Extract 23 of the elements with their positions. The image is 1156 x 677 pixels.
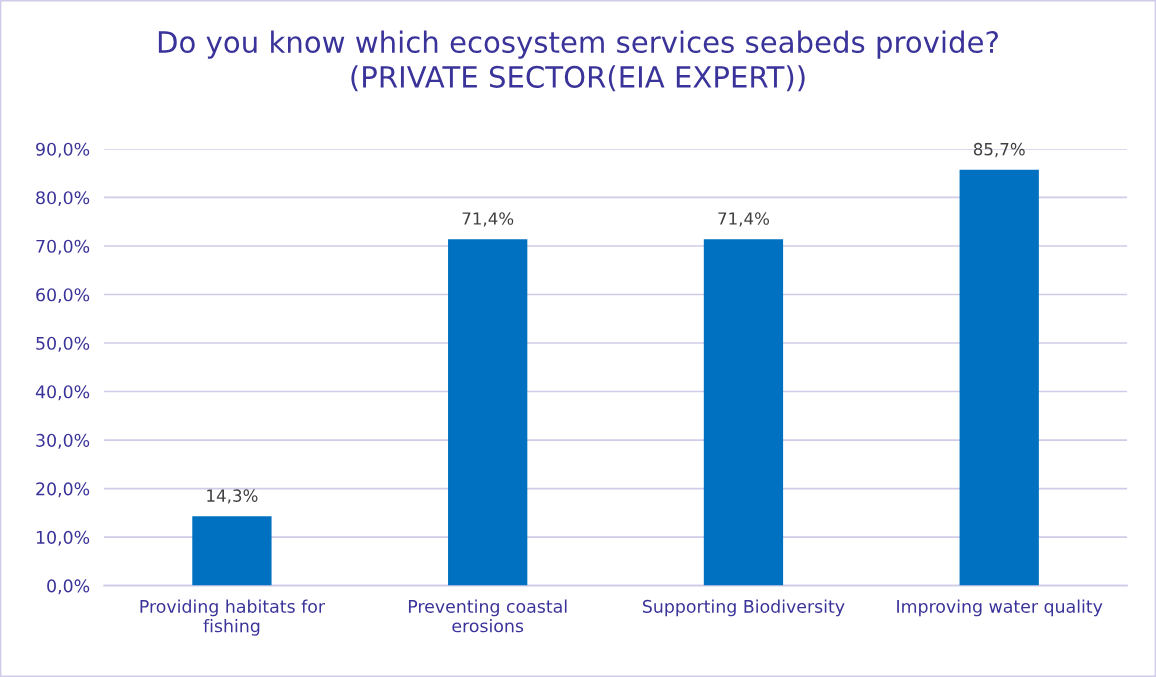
data-label: 71,4% (462, 212, 514, 227)
y-tick-label: 50,0% (36, 336, 90, 352)
chart-title: Do you know which ecosystem services seabeds provide? (PRIVATE SECTOR(EIA EXPERT)) (158, 30, 998, 92)
bar (448, 239, 528, 586)
x-tick-label: Providing habitats for fishing (140, 599, 326, 636)
data-label: 71,4% (718, 212, 770, 227)
bar (703, 239, 784, 586)
bar (959, 169, 1039, 586)
y-tick-label: 20,0% (36, 482, 90, 498)
y-tick-label: 30,0% (36, 433, 90, 449)
x-tick-label: Improving water quality (897, 599, 1103, 617)
y-tick-label: 70,0% (36, 239, 90, 255)
y-tick-label: 90,0% (36, 142, 90, 158)
y-tick-label: 40,0% (35, 385, 90, 401)
bar (192, 516, 272, 586)
y-tick-label: 10,0% (36, 530, 90, 546)
y-tick-label: 0,0% (47, 579, 90, 595)
x-tick-label: Preventing coastal erosions (408, 599, 567, 633)
x-tick-label: Supporting Biodiversity (642, 599, 845, 617)
y-tick-label: 80,0% (36, 191, 90, 207)
data-label: 14,3% (207, 489, 258, 504)
data-label: 85,7% (973, 142, 1025, 158)
y-tick-label: 60,0% (36, 288, 90, 304)
